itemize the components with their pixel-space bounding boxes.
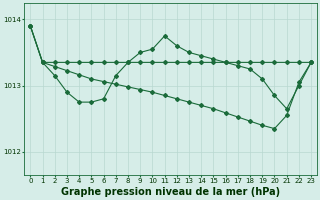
- X-axis label: Graphe pression niveau de la mer (hPa): Graphe pression niveau de la mer (hPa): [61, 187, 280, 197]
